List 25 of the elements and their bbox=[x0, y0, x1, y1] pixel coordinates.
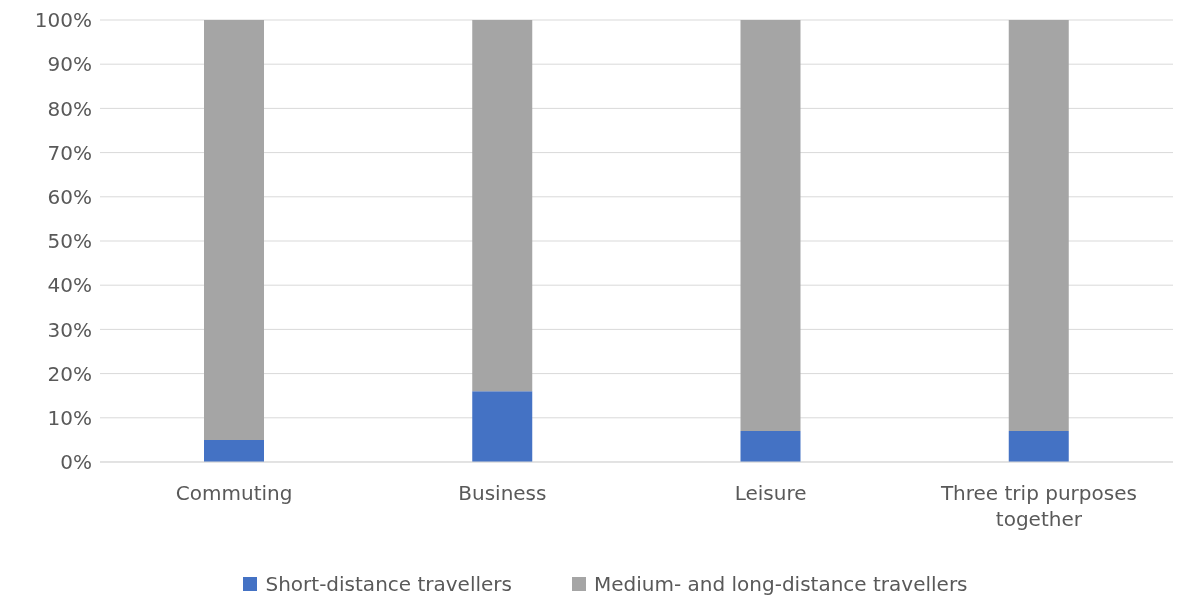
x-tick-label: Business bbox=[458, 481, 547, 505]
bar bbox=[1008, 20, 1069, 432]
x-tick-label: Three trip purposes together bbox=[939, 481, 1137, 531]
y-tick-label: 70% bbox=[47, 140, 92, 165]
y-tick-label: 20% bbox=[47, 361, 92, 386]
y-tick-label: 40% bbox=[47, 273, 92, 298]
y-tick-label: 80% bbox=[47, 96, 92, 121]
bar bbox=[740, 20, 801, 432]
y-tick-label: 100% bbox=[34, 8, 92, 33]
legend-label: Medium- and long-distance travellers bbox=[593, 572, 968, 596]
y-tick-label: 60% bbox=[47, 184, 92, 209]
legend-label: Short-distance travellers bbox=[264, 572, 512, 596]
x-tick-label: Commuting bbox=[175, 481, 293, 505]
y-tick-label: 30% bbox=[47, 317, 92, 342]
y-tick-label: 10% bbox=[47, 405, 92, 430]
bar bbox=[204, 439, 264, 462]
bar bbox=[472, 391, 533, 462]
bar bbox=[740, 431, 801, 462]
y-tick-label: 90% bbox=[47, 52, 92, 77]
x-tick-label: Leisure bbox=[734, 481, 807, 505]
bar bbox=[472, 20, 533, 392]
y-tick-label: 50% bbox=[47, 229, 92, 254]
bar bbox=[1008, 431, 1069, 462]
y-tick-label: 0% bbox=[60, 450, 92, 475]
bar bbox=[204, 20, 264, 440]
